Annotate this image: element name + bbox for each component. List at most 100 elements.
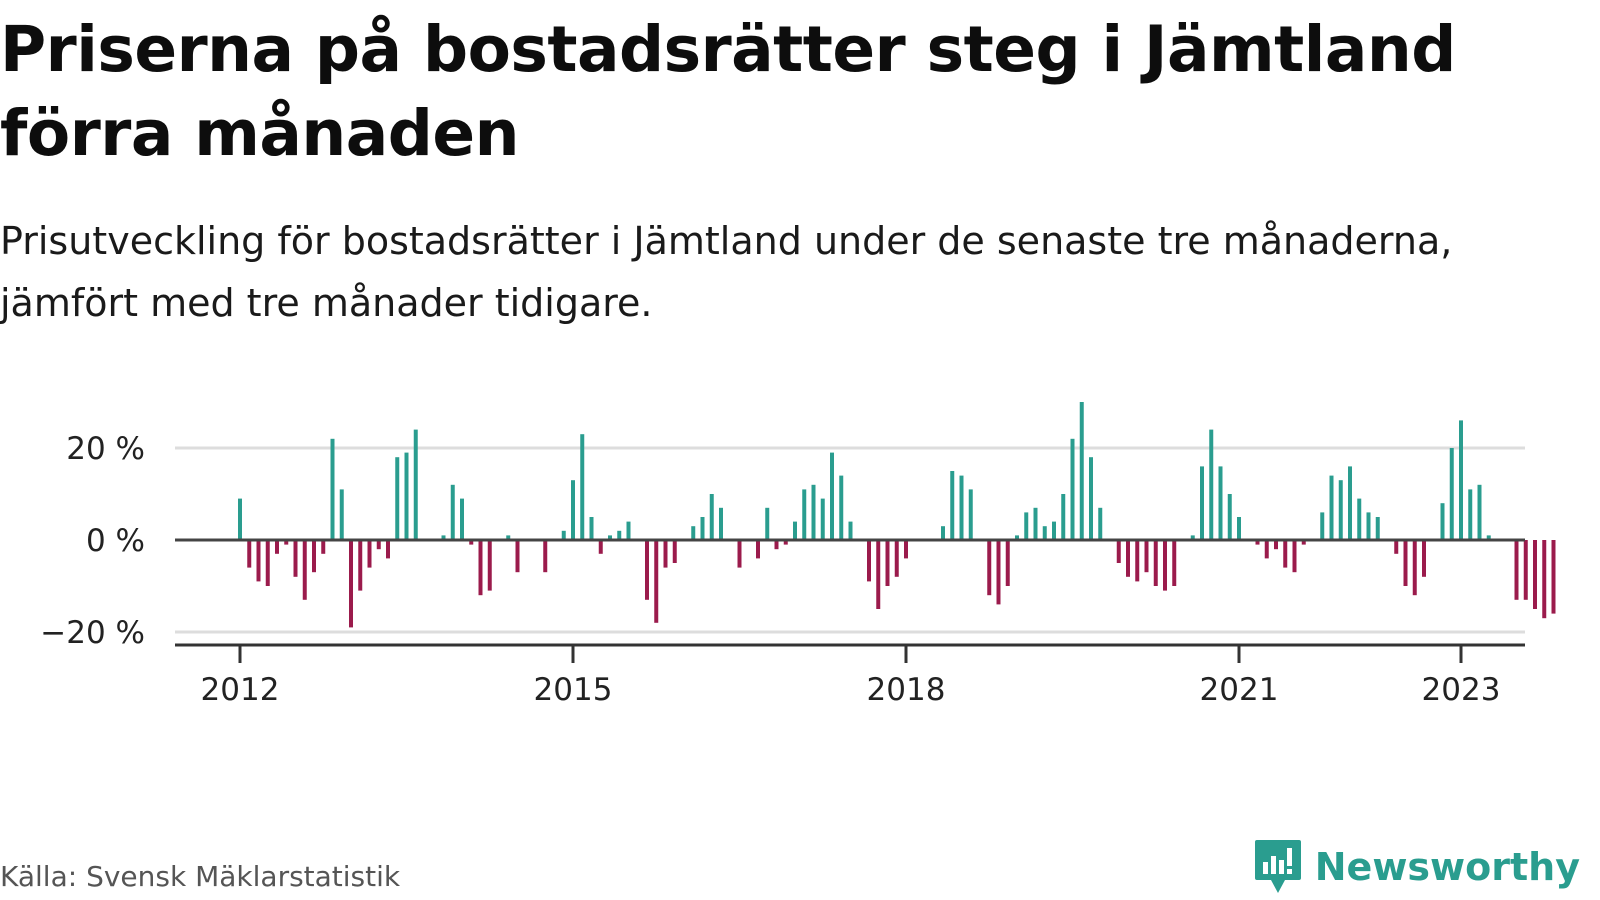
- bar: [1089, 457, 1093, 540]
- newsworthy-brand[interactable]: Newsworthy: [1253, 838, 1580, 896]
- bar: [765, 507, 770, 540]
- bar: [1033, 507, 1038, 540]
- bar: [589, 517, 594, 540]
- bar: [1375, 517, 1380, 540]
- bar: [598, 540, 603, 554]
- bar: [275, 540, 279, 554]
- bar: [793, 521, 797, 540]
- bar: [959, 475, 964, 540]
- bar: [1301, 540, 1306, 545]
- bar: [709, 494, 714, 540]
- bar: [876, 540, 881, 609]
- bar: [1218, 466, 1223, 540]
- bar: [460, 498, 464, 540]
- bar: [1015, 535, 1019, 540]
- bar: [885, 540, 890, 586]
- bar: [1190, 535, 1195, 540]
- bar: [1126, 540, 1130, 577]
- bar: [654, 540, 659, 623]
- bar: [561, 530, 566, 540]
- bar: [543, 540, 548, 573]
- bar: [1200, 466, 1204, 540]
- bar: [515, 540, 520, 573]
- bar: [1283, 540, 1288, 568]
- bar: [1329, 475, 1334, 540]
- bar: [1098, 507, 1103, 540]
- bar: [330, 438, 335, 540]
- bar: [672, 540, 677, 563]
- bar: [1366, 512, 1371, 540]
- bar: [386, 540, 390, 559]
- source-note: Källa: Svensk Mäklarstatistik: [0, 860, 401, 893]
- bar: [256, 540, 261, 582]
- bar: [774, 540, 779, 550]
- bar: [1477, 484, 1482, 540]
- bar: [395, 457, 400, 540]
- bar: [1264, 540, 1269, 559]
- bar: [367, 540, 372, 568]
- bar: [1422, 540, 1426, 577]
- bar: [830, 452, 834, 540]
- bar: [987, 540, 992, 596]
- bar: [571, 480, 575, 540]
- y-tick-label: 0 %: [86, 523, 145, 559]
- bar: [1024, 512, 1029, 540]
- y-tick-label: 20 %: [66, 431, 145, 467]
- bar: [349, 540, 353, 628]
- x-axis: 2012 2015 2018 2021 2023: [175, 643, 1525, 708]
- annotations: 12 %: [1557, 431, 1560, 471]
- bar: [302, 540, 307, 600]
- bar: [737, 540, 742, 568]
- grid-lines: [175, 446, 1525, 634]
- x-tick-label: 2018: [867, 672, 946, 708]
- bar: [691, 526, 696, 540]
- bar: [608, 535, 612, 540]
- bar: [1394, 540, 1399, 554]
- bar: [1357, 498, 1362, 540]
- bar: [848, 521, 853, 540]
- bar: [756, 540, 760, 559]
- bar: [802, 489, 807, 540]
- bar: [904, 540, 908, 559]
- bar: [1459, 420, 1463, 540]
- bar: [1163, 540, 1167, 591]
- bar: [719, 507, 723, 540]
- bar: [617, 530, 622, 540]
- x-tick-label: 2021: [1200, 672, 1279, 708]
- x-tick-label: 2012: [201, 672, 280, 708]
- x-tick-label: 2023: [1422, 672, 1501, 708]
- bar: [1070, 438, 1075, 540]
- bar: [1523, 540, 1528, 600]
- bar: [1412, 540, 1417, 596]
- bar: [580, 434, 585, 540]
- bar: [478, 540, 483, 596]
- bar: [1153, 540, 1158, 586]
- bar: [1144, 540, 1149, 573]
- bar: [1116, 540, 1121, 563]
- bar: [506, 535, 511, 540]
- bar: [450, 484, 455, 540]
- bar: [663, 540, 668, 568]
- y-axis-labels: 20 % 0 % −20 %: [40, 431, 145, 651]
- bar: [1449, 448, 1454, 540]
- bar: [1292, 540, 1297, 573]
- bars: [175, 402, 1556, 628]
- bar: [968, 489, 973, 540]
- bar: [1338, 480, 1343, 540]
- bar: [820, 498, 825, 540]
- latest-value-label: 12 %: [1557, 431, 1560, 471]
- y-tick-label: −20 %: [40, 615, 145, 651]
- bar: [312, 540, 316, 573]
- bar: [1533, 540, 1537, 609]
- bar: [1348, 466, 1352, 540]
- bar: [1209, 429, 1214, 540]
- chart-bubble-icon: [1254, 840, 1301, 893]
- bar: [238, 498, 242, 540]
- x-tick-label: 2015: [534, 672, 613, 708]
- bar: [700, 517, 705, 540]
- bar: [376, 540, 381, 550]
- bar: [839, 475, 844, 540]
- bar: [867, 540, 871, 582]
- bar: [811, 484, 816, 540]
- bar: [1542, 540, 1547, 619]
